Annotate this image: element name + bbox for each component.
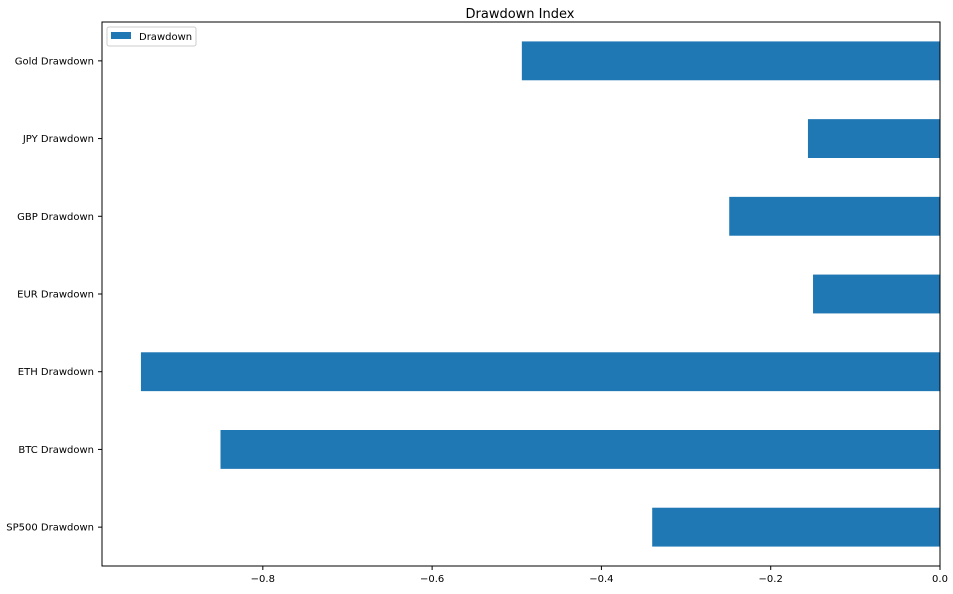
x-tick-label: −0.2 [759,574,783,585]
legend-swatch-drawdown [111,32,131,39]
y-tick-label: EUR Drawdown [17,290,94,301]
bars-layer [140,41,940,547]
bar-gold-drawdown [521,41,940,81]
y-tick-label: GBP Drawdown [17,212,94,223]
x-tick-label: −0.6 [420,574,444,585]
y-tick-label: Gold Drawdown [15,56,94,67]
x-axis: −0.8 −0.6 −0.4 −0.2 0.0 [251,566,948,585]
bar-sp500-drawdown [652,507,940,547]
y-tick-label: JPY Drawdown [22,134,94,145]
x-tick-label: 0.0 [932,574,948,585]
x-tick-label: −0.8 [251,574,275,585]
legend: Drawdown [106,26,197,47]
x-tick-label: −0.4 [589,574,613,585]
y-tick-label: SP500 Drawdown [6,523,94,534]
bar-eth-drawdown [140,352,940,392]
legend-frame [106,26,197,47]
bar-btc-drawdown [220,430,940,469]
y-tick-label: ETH Drawdown [18,367,94,378]
legend-label-drawdown: Drawdown [139,32,192,43]
bar-eur-drawdown [813,274,940,314]
chart-title: Drawdown Index [466,7,575,22]
y-tick-label: BTC Drawdown [18,445,94,456]
bar-jpy-drawdown [807,119,940,158]
y-axis: SP500 Drawdown BTC Drawdown ETH Drawdown EU… [6,56,102,534]
bar-gbp-drawdown [729,196,940,236]
